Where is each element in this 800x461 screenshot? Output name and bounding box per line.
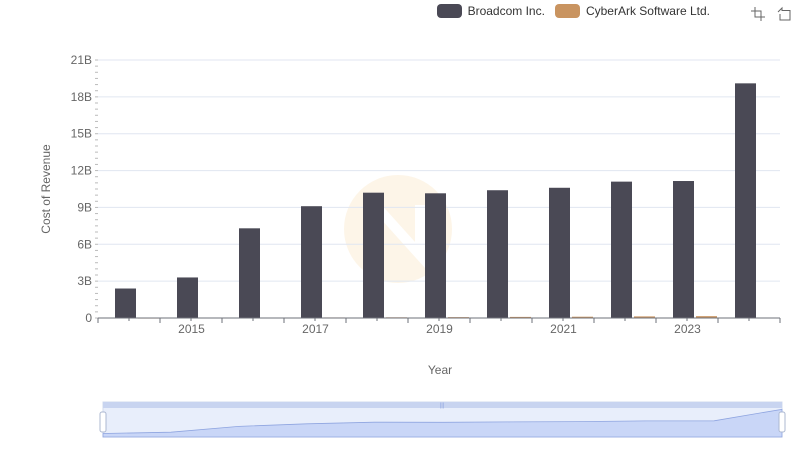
y-tick-label: 15B	[71, 127, 92, 141]
bar-broadcom[interactable]	[487, 190, 508, 318]
bar-broadcom[interactable]	[549, 187, 570, 318]
x-tick-label: 2015	[178, 322, 205, 336]
bar-cyberark[interactable]	[696, 316, 717, 318]
y-tick-label: 3B	[77, 274, 92, 288]
legend-item-broadcom[interactable]: Broadcom Inc.	[436, 4, 545, 18]
zoom-left-handle[interactable]	[99, 411, 107, 433]
x-axis-ticks: 2015 2017 2019 2021 2023	[97, 318, 781, 336]
bar-broadcom[interactable]	[735, 83, 756, 318]
zoom-handle-bar[interactable]	[103, 402, 782, 408]
y-tick-label: 6B	[77, 237, 92, 251]
bar-series	[115, 83, 756, 319]
x-tick-label: 2023	[674, 322, 701, 336]
chart-toolbox	[750, 6, 792, 22]
bar-cyberark[interactable]	[634, 316, 655, 318]
y-tick-label: 12B	[71, 164, 92, 178]
bar-broadcom[interactable]	[425, 193, 446, 318]
bar-cyberark[interactable]	[572, 316, 593, 318]
bar-broadcom[interactable]	[363, 192, 384, 318]
bar-broadcom[interactable]	[177, 277, 198, 318]
y-tick-label: 9B	[77, 200, 92, 214]
x-tick-label: 2019	[426, 322, 453, 336]
y-tick-label: 18B	[71, 90, 92, 104]
zoom-right-handle[interactable]	[778, 411, 786, 433]
bar-broadcom[interactable]	[673, 181, 694, 318]
chart-legend: Broadcom Inc. CyberArk Software Ltd.	[436, 4, 710, 18]
legend-swatch-broadcom	[436, 4, 462, 18]
y-axis-title: Cost of Revenue	[39, 144, 53, 234]
legend-label-cyberark: CyberArk Software Ltd.	[585, 4, 710, 18]
y-axis-ticks: 0 3B 6B 9B 12B 15B 18B 21B	[71, 53, 98, 325]
data-zoom-slider[interactable]: |||	[99, 401, 786, 438]
legend-label-broadcom: Broadcom Inc.	[467, 4, 545, 18]
legend-swatch-cyberark	[554, 4, 580, 18]
zoom-data-shadow	[102, 408, 783, 438]
bar-cyberark[interactable]	[510, 316, 531, 318]
bar-broadcom[interactable]	[115, 288, 136, 318]
bar-broadcom[interactable]	[239, 228, 260, 318]
zoom-icon[interactable]	[750, 6, 766, 22]
zoom-grip-icon[interactable]: |||	[440, 403, 445, 409]
bar-broadcom[interactable]	[611, 181, 632, 318]
y-tick-label: 0	[85, 311, 92, 325]
y-tick-label: 21B	[71, 53, 92, 67]
legend-item-cyberark[interactable]: CyberArk Software Ltd.	[554, 4, 710, 18]
x-tick-label: 2017	[302, 322, 329, 336]
x-axis-title: Year	[428, 363, 452, 377]
x-tick-label: 2021	[550, 322, 577, 336]
restore-icon[interactable]	[776, 6, 792, 22]
bar-broadcom[interactable]	[301, 206, 322, 318]
